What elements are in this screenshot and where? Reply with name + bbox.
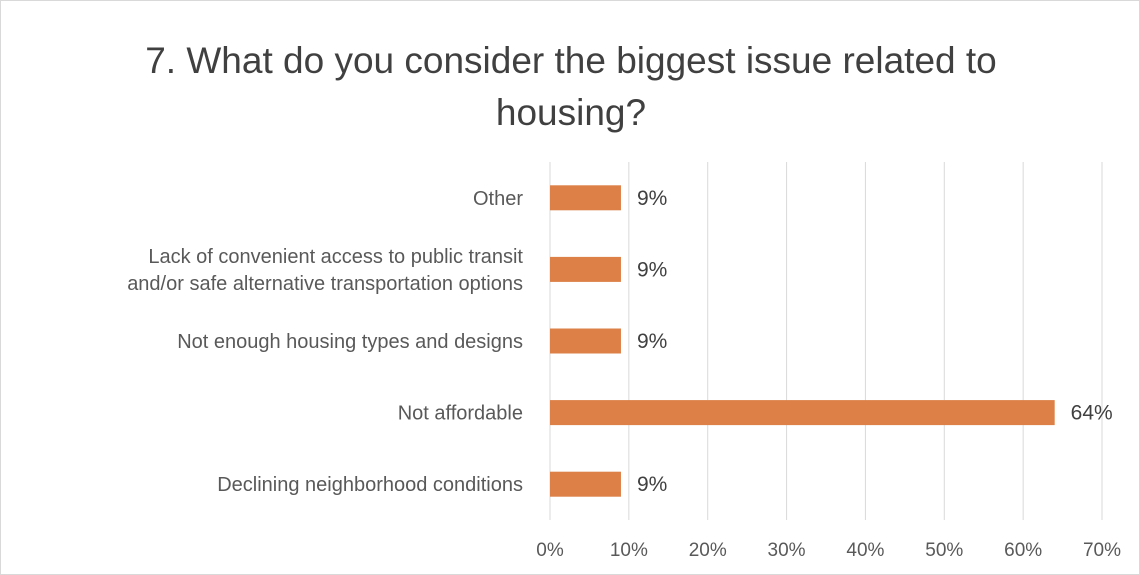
x-tick-label: 20%: [689, 540, 727, 561]
data-label: 9%: [637, 187, 667, 210]
bars: 9% 9% 9% 64% 9%: [550, 185, 1113, 497]
bar: [550, 328, 621, 354]
bar: [550, 400, 1055, 426]
x-tick-label: 30%: [768, 540, 806, 561]
x-tick-label: 10%: [610, 540, 648, 561]
chart-title: 7. What do you consider the biggest issu…: [145, 40, 997, 133]
category-label: Other: [473, 188, 523, 210]
x-tick-label: 40%: [846, 540, 884, 561]
x-tick-label: 50%: [925, 540, 963, 561]
bar: [550, 256, 621, 282]
data-label: 9%: [637, 330, 667, 353]
x-tick-label: 70%: [1083, 540, 1121, 561]
category-label: Lack of convenient access to public tran…: [127, 246, 523, 295]
bar: [550, 185, 621, 211]
category-label: Declining neighborhood conditions: [217, 474, 523, 496]
gridlines: [549, 162, 1103, 520]
category-label: Not enough housing types and designs: [177, 331, 523, 353]
tick-labels: 0% 10% 20% 30% 40% 50% 60% 70%: [536, 540, 1121, 561]
category-labels: Other Lack of convenient access to public…: [127, 188, 523, 496]
data-label: 64%: [1071, 402, 1113, 425]
data-label: 9%: [637, 473, 667, 496]
category-label: Not affordable: [398, 403, 523, 425]
x-tick-label: 60%: [1004, 540, 1042, 561]
bar: [550, 471, 621, 497]
x-tick-label: 0%: [536, 540, 564, 561]
data-label: 9%: [637, 258, 667, 281]
